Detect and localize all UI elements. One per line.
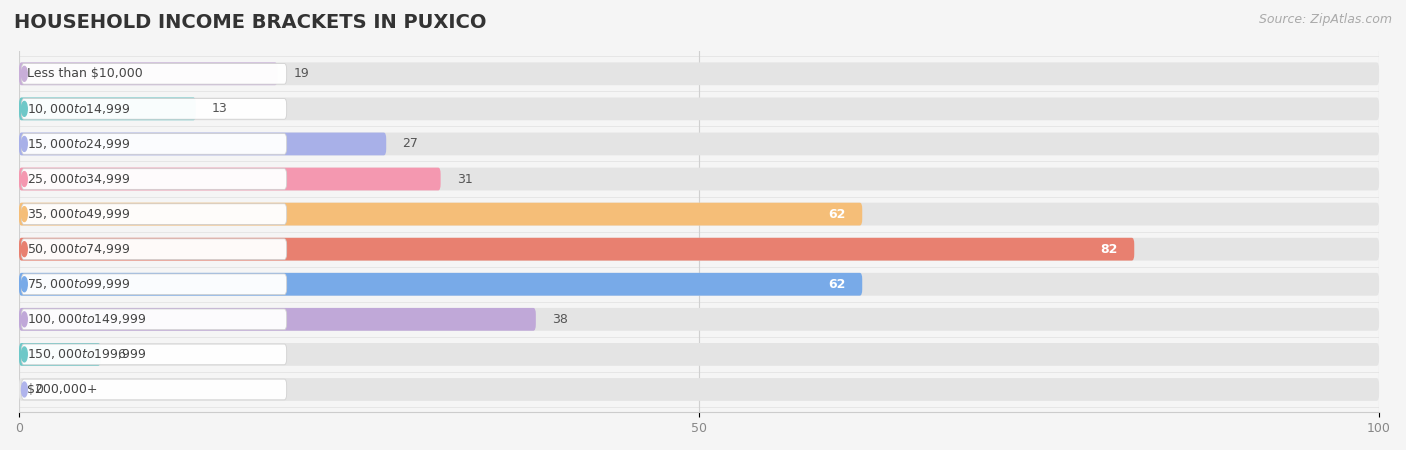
FancyBboxPatch shape — [21, 344, 287, 365]
Circle shape — [21, 207, 27, 221]
Text: 38: 38 — [553, 313, 568, 326]
FancyBboxPatch shape — [20, 308, 1379, 331]
Circle shape — [21, 242, 27, 256]
FancyBboxPatch shape — [20, 343, 101, 366]
Text: $35,000 to $49,999: $35,000 to $49,999 — [27, 207, 131, 221]
Text: $15,000 to $24,999: $15,000 to $24,999 — [27, 137, 131, 151]
Text: $200,000+: $200,000+ — [27, 383, 97, 396]
FancyBboxPatch shape — [20, 238, 1135, 261]
Circle shape — [21, 136, 27, 151]
FancyBboxPatch shape — [21, 204, 287, 225]
Text: 19: 19 — [294, 68, 309, 80]
Text: 0: 0 — [35, 383, 44, 396]
FancyBboxPatch shape — [20, 378, 1379, 401]
Text: HOUSEHOLD INCOME BRACKETS IN PUXICO: HOUSEHOLD INCOME BRACKETS IN PUXICO — [14, 14, 486, 32]
Text: 31: 31 — [457, 172, 472, 185]
FancyBboxPatch shape — [21, 239, 287, 260]
Text: $75,000 to $99,999: $75,000 to $99,999 — [27, 277, 131, 291]
Circle shape — [21, 382, 27, 397]
FancyBboxPatch shape — [20, 238, 1379, 261]
Text: 82: 82 — [1101, 243, 1118, 256]
FancyBboxPatch shape — [21, 169, 287, 189]
FancyBboxPatch shape — [21, 274, 287, 295]
FancyBboxPatch shape — [20, 133, 387, 155]
Circle shape — [21, 171, 27, 186]
Text: $10,000 to $14,999: $10,000 to $14,999 — [27, 102, 131, 116]
Circle shape — [21, 347, 27, 362]
FancyBboxPatch shape — [20, 168, 440, 190]
Text: 13: 13 — [212, 102, 228, 115]
FancyBboxPatch shape — [20, 273, 1379, 296]
Text: 62: 62 — [828, 207, 846, 220]
FancyBboxPatch shape — [20, 133, 1379, 155]
FancyBboxPatch shape — [21, 379, 287, 400]
FancyBboxPatch shape — [21, 99, 287, 119]
FancyBboxPatch shape — [21, 309, 287, 330]
Text: $150,000 to $199,999: $150,000 to $199,999 — [27, 347, 146, 361]
Circle shape — [21, 277, 27, 292]
FancyBboxPatch shape — [20, 63, 277, 85]
Text: $50,000 to $74,999: $50,000 to $74,999 — [27, 242, 131, 256]
Circle shape — [21, 66, 27, 81]
FancyBboxPatch shape — [20, 98, 195, 120]
FancyBboxPatch shape — [20, 273, 862, 296]
Text: Less than $10,000: Less than $10,000 — [27, 68, 143, 80]
FancyBboxPatch shape — [20, 63, 1379, 85]
FancyBboxPatch shape — [20, 168, 1379, 190]
FancyBboxPatch shape — [21, 134, 287, 154]
Text: $25,000 to $34,999: $25,000 to $34,999 — [27, 172, 131, 186]
Circle shape — [21, 101, 27, 116]
Text: Source: ZipAtlas.com: Source: ZipAtlas.com — [1258, 14, 1392, 27]
FancyBboxPatch shape — [20, 98, 1379, 120]
Text: 62: 62 — [828, 278, 846, 291]
FancyBboxPatch shape — [20, 343, 1379, 366]
Text: 27: 27 — [402, 137, 419, 150]
FancyBboxPatch shape — [20, 202, 1379, 225]
Text: $100,000 to $149,999: $100,000 to $149,999 — [27, 312, 146, 326]
FancyBboxPatch shape — [20, 202, 862, 225]
FancyBboxPatch shape — [21, 63, 287, 84]
Text: 6: 6 — [117, 348, 125, 361]
Circle shape — [21, 312, 27, 327]
FancyBboxPatch shape — [20, 308, 536, 331]
